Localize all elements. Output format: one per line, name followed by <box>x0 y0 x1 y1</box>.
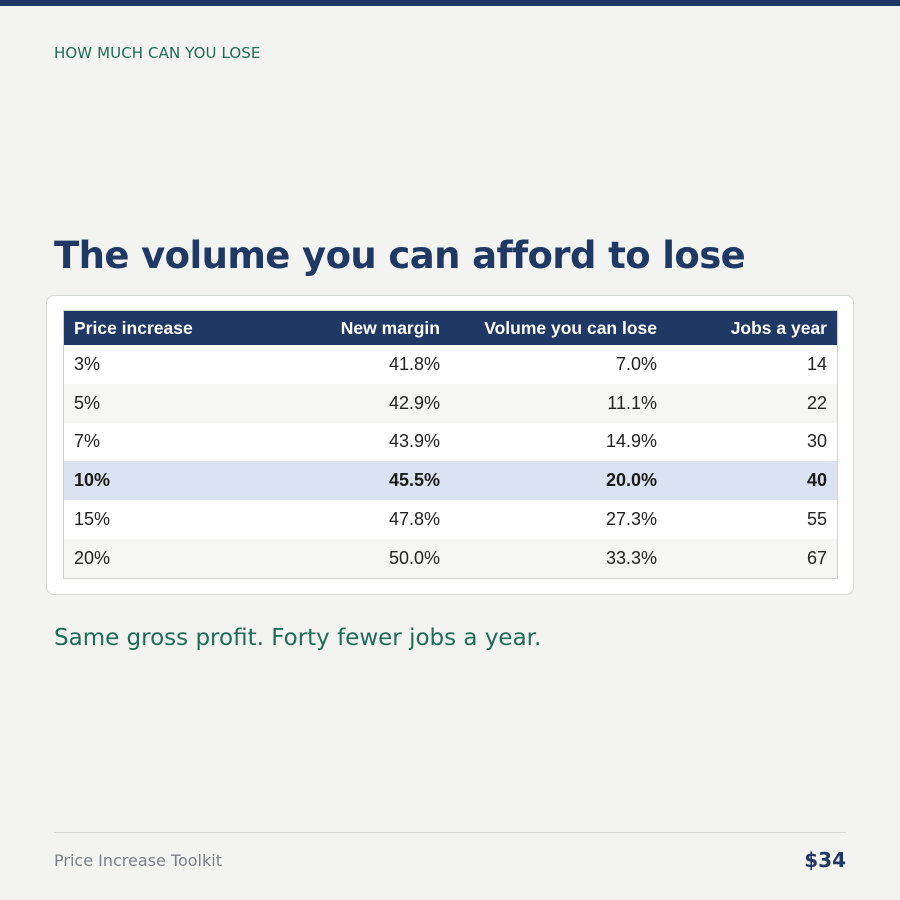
table-row: 3% 41.8% 7.0% 14 <box>64 345 837 384</box>
header-row: Price increase New margin Volume you can… <box>64 311 837 345</box>
cell-volume-you-can-lose: 27.3% <box>605 509 657 530</box>
cell-jobs-a-year: 14 <box>806 353 827 374</box>
cell-new-margin: 42.9% <box>257 383 450 423</box>
column-header-price-increase: Price increase <box>64 311 257 345</box>
footer-price: $34 <box>804 848 846 872</box>
section-eyebrow: HOW MUCH CAN YOU LOSE <box>54 44 261 62</box>
cell-volume-you-can-lose: 20.0% <box>450 461 667 501</box>
page-title: The volume you can afford to lose <box>54 234 746 277</box>
cell-price-increase: 10% <box>64 461 257 501</box>
cell-price-increase: 3% <box>74 353 101 374</box>
column-header-volume-you-can-lose: Volume you can lose <box>450 311 667 345</box>
cell-new-margin: 41.8% <box>388 353 440 374</box>
volume-loss-table: Price increase New margin Volume you can… <box>63 310 838 579</box>
table-row: 7% 43.9% 14.9% 30 <box>64 423 837 462</box>
cell-new-margin: 50.0% <box>257 538 450 578</box>
cell-jobs-a-year: 55 <box>806 509 827 530</box>
cell-new-margin: 43.9% <box>388 431 440 452</box>
footer-brand: Price Increase Toolkit <box>54 851 222 870</box>
cell-jobs-a-year: 30 <box>806 431 827 452</box>
table-row-highlighted: 10% 45.5% 20.0% 40 <box>64 461 837 501</box>
cell-volume-you-can-lose: 11.1% <box>450 383 667 423</box>
cell-price-increase: 7% <box>74 431 101 452</box>
cell-price-increase: 15% <box>74 509 111 530</box>
summary-tagline: Same gross profit. Forty fewer jobs a ye… <box>54 625 542 651</box>
column-header-new-margin: New margin <box>257 311 450 345</box>
table-body: 3% 41.8% 7.0% 14 5% 42.9% 11.1% 22 7% 43… <box>64 345 837 578</box>
table-header: Price increase New margin Volume you can… <box>64 311 837 345</box>
cell-jobs-a-year: 22 <box>667 383 837 423</box>
cell-volume-you-can-lose: 7.0% <box>615 353 657 374</box>
cell-new-margin: 45.5% <box>257 461 450 501</box>
top-accent-bar <box>0 0 900 6</box>
cell-jobs-a-year: 40 <box>667 461 837 501</box>
footer-divider <box>54 832 846 833</box>
cell-price-increase: 5% <box>64 383 257 423</box>
table-row: 20% 50.0% 33.3% 67 <box>64 538 837 578</box>
table-row: 15% 47.8% 27.3% 55 <box>64 500 837 539</box>
table-row: 5% 42.9% 11.1% 22 <box>64 383 837 423</box>
cell-jobs-a-year: 67 <box>667 538 837 578</box>
cell-volume-you-can-lose: 33.3% <box>450 538 667 578</box>
cell-price-increase: 20% <box>64 538 257 578</box>
cell-new-margin: 47.8% <box>388 509 440 530</box>
column-header-jobs-a-year: Jobs a year <box>667 311 837 345</box>
table-card: Price increase New margin Volume you can… <box>46 295 854 595</box>
cell-volume-you-can-lose: 14.9% <box>605 431 657 452</box>
